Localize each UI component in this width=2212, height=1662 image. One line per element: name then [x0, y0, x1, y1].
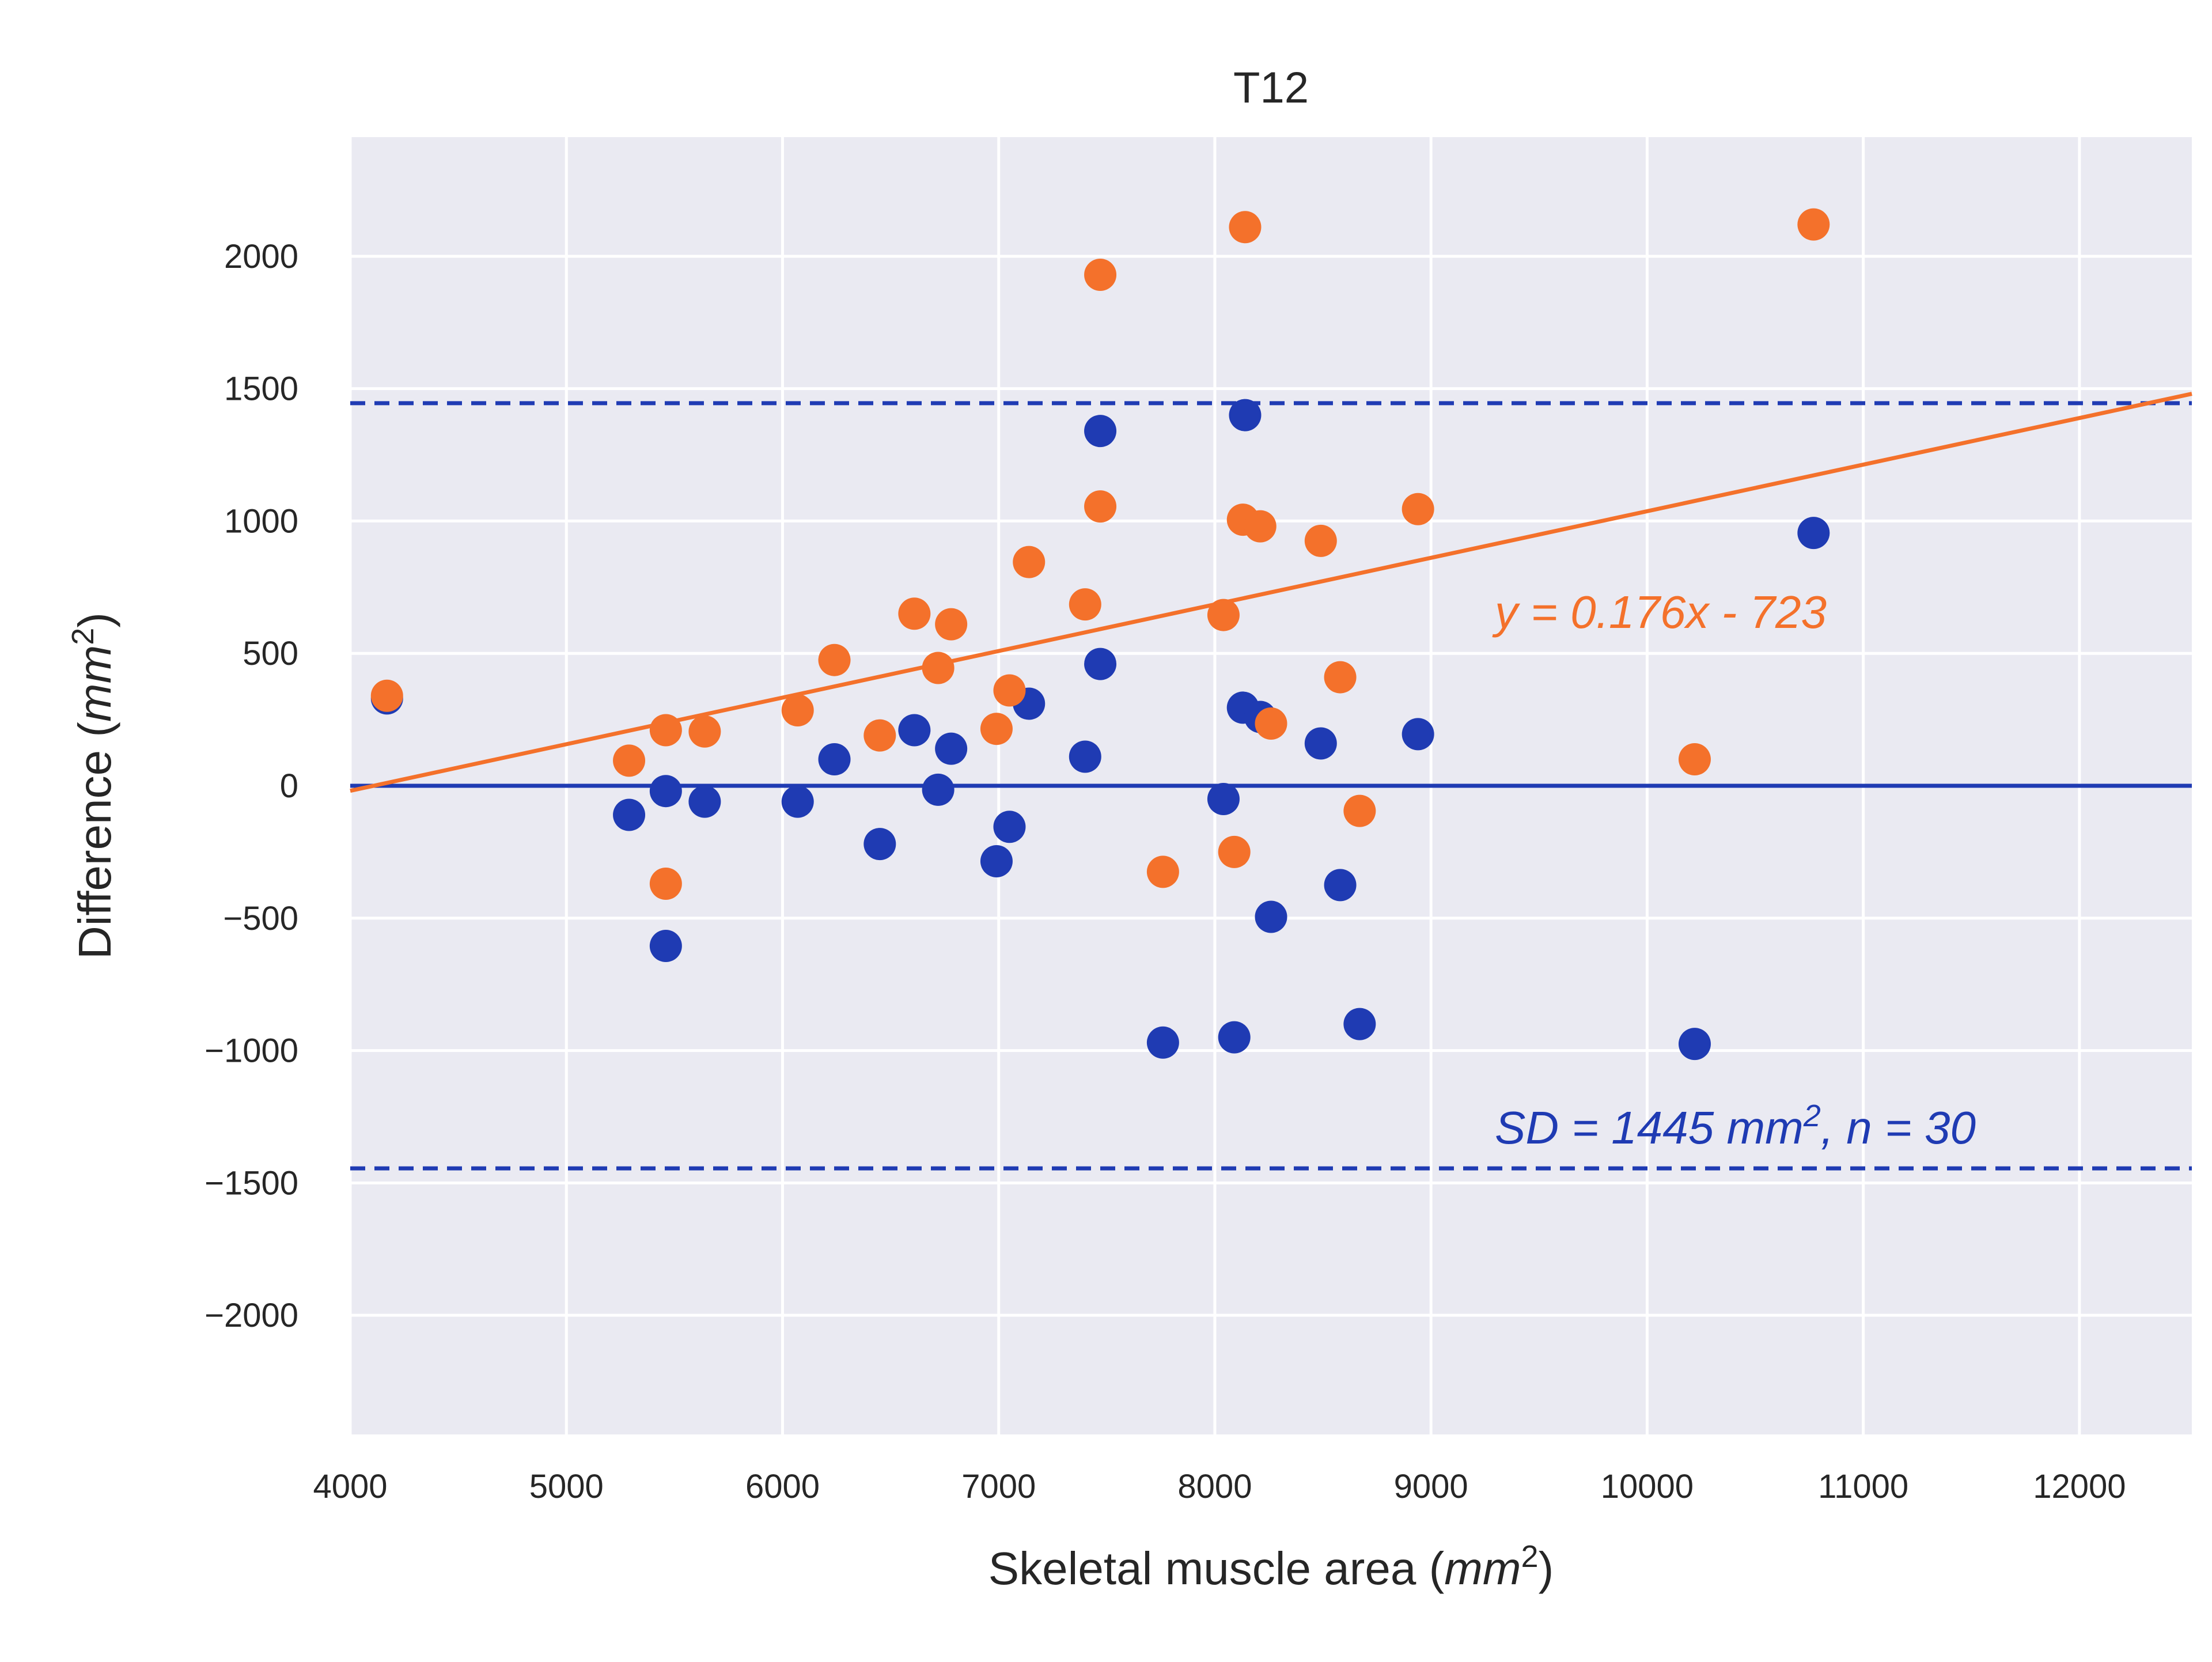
- orange-data-point: [1084, 490, 1117, 523]
- y-axis-label-text: Difference: [69, 737, 120, 959]
- orange-data-point: [818, 643, 851, 676]
- y-tick-label: 0: [280, 767, 298, 805]
- orange-data-point: [649, 868, 682, 900]
- y-tick-label: −500: [223, 900, 298, 937]
- orange-data-point: [1229, 211, 1262, 244]
- blue-data-point: [649, 775, 682, 808]
- orange-data-point: [863, 719, 896, 752]
- blue-data-point: [688, 785, 721, 818]
- orange-data-point: [993, 674, 1026, 707]
- x-axis-label-unit: mm: [1444, 1543, 1521, 1594]
- blue-data-point: [818, 743, 851, 776]
- x-axis-label-text: Skeletal muscle area: [988, 1543, 1429, 1594]
- orange-data-point: [1244, 510, 1277, 543]
- orange-data-point: [1678, 743, 1711, 776]
- sd-annotation-unit: mm: [1727, 1102, 1804, 1153]
- blue-data-point: [1229, 399, 1262, 431]
- x-tick-label: 4000: [313, 1468, 387, 1505]
- orange-data-point: [1218, 835, 1251, 868]
- sd-annotation-exponent: 2: [1803, 1099, 1821, 1133]
- y-axis-label-exponent: 2: [66, 628, 100, 645]
- blue-data-point: [1343, 1008, 1376, 1040]
- blue-data-point: [649, 930, 682, 963]
- y-tick-label: 1500: [224, 370, 298, 408]
- orange-data-point: [1343, 794, 1376, 827]
- blue-data-point: [1324, 869, 1357, 902]
- y-tick-label: −2000: [204, 1297, 298, 1334]
- y-axis-label-paren-close: ): [69, 612, 120, 628]
- y-axis-label: Difference (mm2): [66, 612, 120, 959]
- sd-annotation: SD = 1445 mm2, n = 30: [1495, 1099, 1976, 1153]
- blue-data-point: [1218, 1021, 1251, 1054]
- x-axis-label-exponent: 2: [1521, 1539, 1539, 1574]
- blue-data-point: [1402, 718, 1434, 751]
- blue-data-point: [1797, 517, 1830, 550]
- blue-data-point: [1255, 900, 1287, 933]
- y-tick-label: −1000: [204, 1032, 298, 1070]
- x-tick-label: 9000: [1394, 1468, 1468, 1505]
- x-axis-label-paren-open: (: [1429, 1543, 1445, 1594]
- orange-data-point: [1013, 546, 1046, 578]
- blue-data-point: [1084, 648, 1117, 680]
- orange-data-point: [781, 694, 814, 727]
- sd-annotation-suffix: , n = 30: [1821, 1102, 1976, 1153]
- blue-data-point: [1304, 727, 1337, 760]
- orange-data-point: [1304, 524, 1337, 557]
- x-tick-label: 7000: [961, 1468, 1036, 1505]
- regression-equation: y = 0.176x - 723: [1492, 586, 1827, 638]
- orange-data-point: [1146, 855, 1179, 888]
- x-axis-label-paren-close: ): [1539, 1543, 1554, 1594]
- blue-data-point: [613, 798, 646, 831]
- blue-data-point: [922, 773, 955, 806]
- y-tick-label: −1500: [204, 1164, 298, 1202]
- blue-data-point: [1069, 740, 1101, 773]
- orange-data-point: [898, 597, 931, 630]
- orange-data-point: [1207, 599, 1240, 631]
- x-tick-label: 8000: [1177, 1468, 1252, 1505]
- sd-annotation-prefix: SD = 1445: [1495, 1102, 1727, 1153]
- y-axis-label-unit: mm: [69, 645, 120, 722]
- y-tick-label: 500: [243, 635, 298, 672]
- x-tick-label: 5000: [529, 1468, 604, 1505]
- x-tick-label: 10000: [1601, 1468, 1694, 1505]
- x-tick-label: 12000: [2033, 1468, 2126, 1505]
- orange-data-point: [922, 652, 955, 684]
- x-tick-label: 6000: [745, 1468, 820, 1505]
- blue-data-point: [1084, 415, 1117, 448]
- blue-data-point: [935, 732, 968, 765]
- blue-data-point: [993, 811, 1026, 843]
- orange-data-point: [688, 715, 721, 748]
- orange-data-point: [370, 679, 403, 712]
- orange-data-point: [1069, 588, 1101, 621]
- orange-data-point: [1084, 258, 1117, 291]
- blue-data-point: [781, 785, 814, 818]
- blue-data-point: [1678, 1028, 1711, 1061]
- orange-data-point: [1402, 493, 1434, 525]
- y-tick-label: 1000: [224, 502, 298, 540]
- data-points: [370, 208, 1830, 1061]
- x-tick-label: 11000: [1818, 1468, 1908, 1505]
- orange-data-point: [613, 744, 646, 777]
- blue-data-point: [980, 845, 1013, 877]
- y-tick-label: 2000: [224, 238, 298, 275]
- chart-title: T12: [1233, 63, 1309, 112]
- blue-data-point: [1146, 1026, 1179, 1059]
- orange-data-point: [649, 714, 682, 747]
- blue-data-point: [898, 714, 931, 747]
- blue-data-point: [863, 828, 896, 861]
- orange-data-point: [1797, 208, 1830, 241]
- orange-data-point: [1324, 661, 1357, 694]
- orange-data-point: [1255, 707, 1287, 740]
- blue-data-point: [1207, 782, 1240, 815]
- y-axis-label-paren-open: (: [69, 722, 120, 737]
- orange-data-point: [935, 608, 968, 641]
- x-axis-label: Skeletal muscle area (mm2): [988, 1539, 1554, 1594]
- orange-data-point: [980, 713, 1013, 745]
- tick-labels: 4000 5000 6000 7000 8000 9000 10000 11000 12000−…: [204, 238, 2126, 1505]
